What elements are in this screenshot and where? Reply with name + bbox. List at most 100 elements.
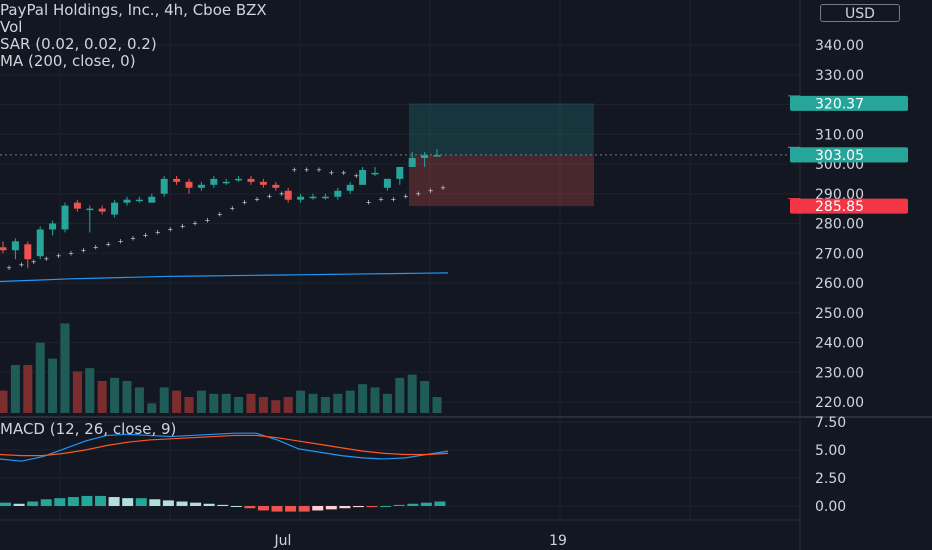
macd-line bbox=[0, 432, 449, 462]
candle bbox=[408, 152, 416, 167]
candle-body bbox=[123, 199, 131, 203]
candle-body bbox=[185, 181, 193, 188]
candle-body bbox=[148, 196, 156, 203]
candle-body bbox=[383, 178, 391, 188]
price-axis-tick: 310.00 bbox=[815, 127, 864, 143]
grid bbox=[0, 0, 800, 520]
candle bbox=[297, 193, 305, 203]
macd-histogram-bar bbox=[40, 499, 52, 506]
candle-body bbox=[371, 172, 379, 175]
candle bbox=[86, 205, 94, 233]
macd-histogram-bar bbox=[27, 501, 39, 506]
price-axis-tick: 270.00 bbox=[815, 246, 864, 262]
macd-histogram bbox=[0, 495, 446, 512]
signal-line bbox=[0, 434, 449, 457]
price-axis-tick: 340.00 bbox=[815, 38, 864, 54]
volume-bar bbox=[10, 365, 20, 413]
target-price-badge bbox=[790, 95, 908, 111]
sar-point: + bbox=[192, 219, 197, 229]
volume-bar bbox=[271, 400, 281, 413]
candle bbox=[383, 178, 391, 191]
sar-point: + bbox=[242, 198, 247, 208]
sar-point: + bbox=[304, 165, 309, 175]
sar-point: + bbox=[292, 165, 297, 175]
sar-point: + bbox=[106, 239, 111, 249]
volume-bar bbox=[320, 397, 330, 413]
reward-zone bbox=[409, 103, 594, 155]
candle-body bbox=[334, 190, 342, 197]
candle bbox=[247, 175, 255, 185]
candle-body bbox=[11, 241, 19, 251]
macd-histogram-bar bbox=[366, 506, 378, 508]
macd-histogram-bar bbox=[420, 502, 432, 506]
candle bbox=[334, 187, 342, 200]
sar-point: + bbox=[143, 230, 148, 240]
macd-histogram-bar bbox=[13, 503, 25, 506]
candle bbox=[371, 166, 379, 176]
time-axis-tick: 19 bbox=[549, 533, 567, 549]
candle-body bbox=[61, 205, 69, 230]
volume-bar bbox=[246, 393, 256, 413]
sar-point: + bbox=[6, 263, 11, 273]
volume-bar bbox=[147, 403, 157, 413]
volume-bar bbox=[159, 387, 169, 413]
volume-bar bbox=[196, 390, 206, 413]
volume-bar bbox=[221, 393, 231, 413]
sar-point: + bbox=[31, 257, 36, 267]
volume-bar bbox=[333, 393, 343, 413]
volume-bar bbox=[234, 397, 244, 413]
candle bbox=[0, 241, 7, 254]
macd-histogram-bar bbox=[54, 498, 66, 506]
price-axis-tick: 330.00 bbox=[815, 68, 864, 84]
sar-point: + bbox=[440, 183, 445, 193]
sar-point: + bbox=[428, 186, 433, 196]
sar-point: + bbox=[81, 245, 86, 255]
volume-bar bbox=[110, 377, 120, 413]
sar-point: + bbox=[416, 189, 421, 199]
volume-bar bbox=[134, 387, 144, 413]
candle bbox=[11, 238, 19, 260]
macd-axis-tick: 5.00 bbox=[815, 443, 846, 459]
volume-bar bbox=[395, 377, 405, 413]
candle-body bbox=[98, 208, 106, 212]
macd-histogram-bar bbox=[108, 497, 120, 506]
macd-indicator-label[interactable]: MACD (12, 26, close, 9) bbox=[0, 420, 177, 438]
macd-histogram-bar bbox=[162, 500, 174, 506]
macd-histogram-bar bbox=[95, 495, 107, 506]
macd-histogram-bar bbox=[217, 504, 229, 506]
candle bbox=[259, 178, 267, 188]
volume-bar bbox=[296, 390, 306, 413]
currency-selector-button[interactable]: USD bbox=[820, 4, 900, 22]
macd-histogram-bar bbox=[325, 506, 337, 510]
volume-bar bbox=[358, 384, 368, 413]
sar-point: + bbox=[230, 204, 235, 214]
macd-axis-tick: 2.50 bbox=[815, 471, 846, 487]
candle-body bbox=[86, 208, 94, 211]
volume-bar bbox=[60, 323, 70, 413]
volume-bar bbox=[172, 390, 182, 413]
candle-body bbox=[284, 190, 292, 200]
entry-price-badge bbox=[790, 147, 908, 163]
sar-point: + bbox=[19, 260, 24, 270]
macd-axis-tick: 0.00 bbox=[815, 499, 846, 515]
sar-point: + bbox=[93, 242, 98, 252]
candle-body bbox=[433, 155, 441, 157]
sar-point: + bbox=[354, 171, 359, 181]
volume-bar bbox=[407, 374, 417, 413]
volume-bar bbox=[432, 397, 442, 413]
candle bbox=[36, 226, 44, 260]
sar-point: + bbox=[56, 251, 61, 261]
sar-point: + bbox=[254, 195, 259, 205]
candle-body bbox=[321, 196, 329, 199]
price-axis-tick: 220.00 bbox=[815, 395, 864, 411]
risk-zone bbox=[409, 154, 594, 207]
macd-histogram-bar bbox=[176, 501, 188, 506]
volume-bar bbox=[258, 397, 268, 413]
price-axis-tick: 230.00 bbox=[815, 365, 864, 381]
candle bbox=[148, 193, 156, 203]
candle-body bbox=[111, 202, 119, 215]
sar-point: + bbox=[341, 168, 346, 178]
macd-histogram-bar bbox=[0, 502, 11, 506]
candle bbox=[197, 181, 205, 191]
